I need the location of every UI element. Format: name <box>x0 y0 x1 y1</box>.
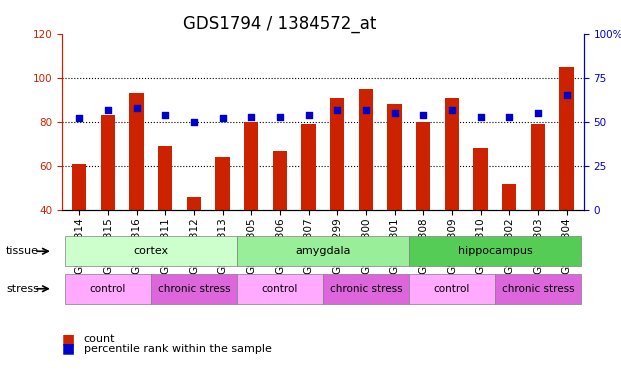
Point <box>304 112 314 118</box>
Point <box>75 116 84 122</box>
Bar <box>473 148 487 210</box>
Point <box>419 112 428 118</box>
Text: GDS1794 / 1384572_at: GDS1794 / 1384572_at <box>183 15 376 33</box>
Text: count: count <box>84 334 116 344</box>
Bar <box>301 124 315 210</box>
Bar <box>215 157 230 210</box>
Bar <box>330 98 345 210</box>
Bar <box>560 67 574 210</box>
Point <box>247 114 256 120</box>
Text: amygdala: amygdala <box>295 246 351 256</box>
Text: ■: ■ <box>62 332 75 346</box>
Bar <box>101 115 115 210</box>
Point <box>275 114 285 120</box>
Text: hippocampus: hippocampus <box>458 246 532 256</box>
Text: stress: stress <box>6 284 39 294</box>
Bar <box>72 164 86 210</box>
Text: percentile rank within the sample: percentile rank within the sample <box>84 344 272 354</box>
Text: control: control <box>90 284 126 294</box>
Point <box>447 106 457 112</box>
Text: cortex: cortex <box>134 246 168 256</box>
Point <box>389 110 399 116</box>
Bar <box>445 98 459 210</box>
Text: control: control <box>261 284 298 294</box>
Point <box>160 112 170 118</box>
Bar <box>158 146 173 210</box>
Point <box>132 105 142 111</box>
Text: tissue: tissue <box>6 246 39 256</box>
Bar <box>416 122 430 210</box>
Bar <box>273 150 287 210</box>
Point <box>217 116 227 122</box>
Point <box>361 106 371 112</box>
Bar <box>187 197 201 210</box>
Point <box>476 114 486 120</box>
Bar <box>531 124 545 210</box>
Text: ■: ■ <box>62 342 75 356</box>
Point <box>561 93 571 99</box>
Text: control: control <box>433 284 470 294</box>
Point <box>332 106 342 112</box>
Text: chronic stress: chronic stress <box>502 284 574 294</box>
Point <box>103 106 113 112</box>
Bar <box>244 122 258 210</box>
Point <box>533 110 543 116</box>
Point <box>189 119 199 125</box>
Bar <box>502 184 517 210</box>
Text: chronic stress: chronic stress <box>158 284 230 294</box>
Point <box>504 114 514 120</box>
Bar <box>129 93 144 210</box>
Bar <box>388 104 402 210</box>
Bar <box>359 89 373 210</box>
Text: chronic stress: chronic stress <box>330 284 402 294</box>
